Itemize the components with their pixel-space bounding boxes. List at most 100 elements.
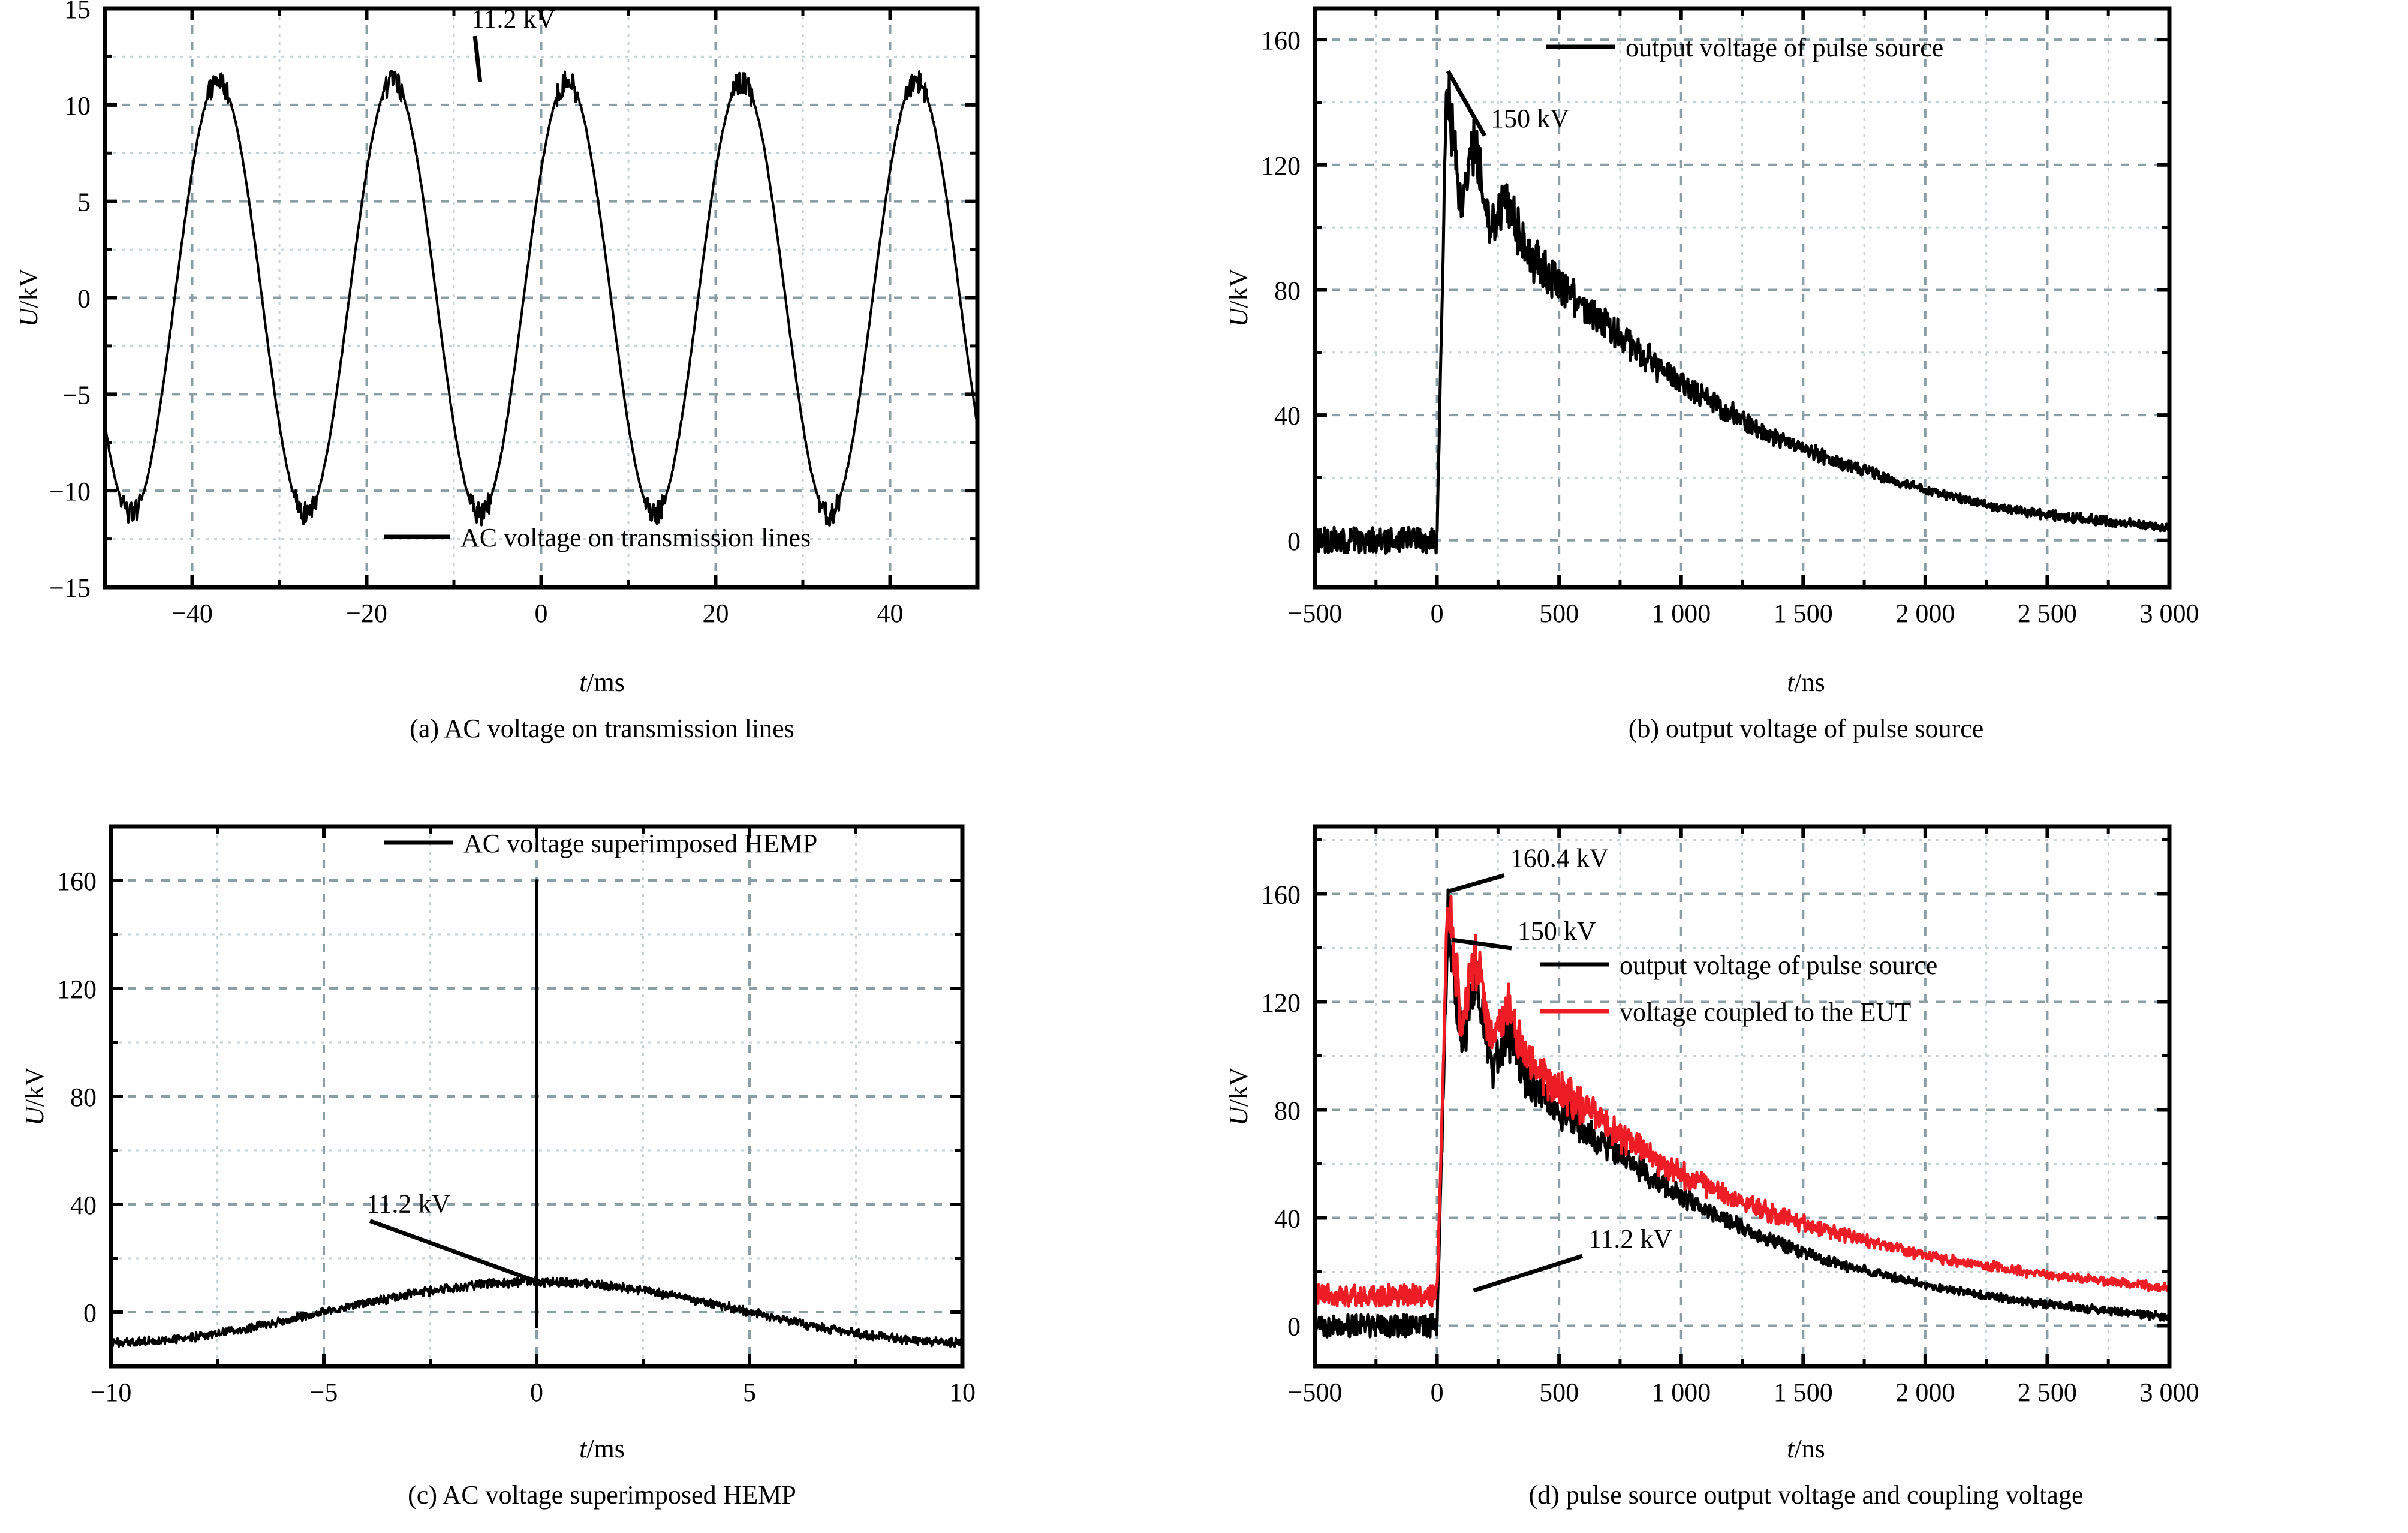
series-line-0 <box>1315 888 2169 1339</box>
panel-c-xaxis-symbol: t <box>579 1434 587 1463</box>
panel-a-caption: (a) AC voltage on transmission lines <box>410 714 794 743</box>
major-gridlines <box>105 8 977 587</box>
panel-d: −500 0 500 1 000 1 500 2 000 2 500 3 000 0 40 80 12… <box>1204 767 2408 1533</box>
panel-d-xaxis-title: t/ns <box>1204 1433 2408 1464</box>
annotation-leader <box>1448 873 1505 894</box>
axis-ticks: −10 −5 0 5 10 0 40 80 120 160 <box>57 826 976 1407</box>
y-tick-label: 0 <box>1287 527 1301 556</box>
y-tick-label: 80 <box>70 1083 97 1112</box>
y-axis-title: U/kV <box>1224 268 1253 327</box>
y-tick-label: 40 <box>1274 1204 1301 1234</box>
panel-a: −40 −20 0 20 40 −15 −10 −5 0 5 10 15 U/kV 11.2 kV AC v… <box>0 0 1204 767</box>
panel-a-plot: −40 −20 0 20 40 −15 −10 −5 0 5 10 15 U/kV 11.2 kV AC v… <box>14 0 980 628</box>
annotation-label: 11.2 kV <box>1588 1224 1672 1254</box>
x-tick-label: 0 <box>535 599 548 628</box>
y-axis-title: U/kV <box>14 268 43 327</box>
y-tick-label: 0 <box>83 1298 97 1328</box>
panel-a-xaxis-symbol: t <box>579 668 587 697</box>
legend: output voltage of pulse source voltage co… <box>1540 951 1937 1027</box>
x-tick-label: 5 <box>743 1378 756 1407</box>
panel-b-caption: (b) output voltage of pulse source <box>1628 714 1984 743</box>
minor-gridlines <box>1315 826 2169 1366</box>
annotations: 11.2 kV <box>471 4 555 82</box>
annotations: 160.4 kV 150 kV 11.2 kV <box>1448 844 1672 1293</box>
axis-ticks: −500 0 500 1 000 1 500 2 000 2 500 3 000 0 40 80 12… <box>1261 826 2199 1407</box>
series-line-0 <box>111 879 962 1348</box>
x-tick-label: 2 500 <box>2018 1378 2077 1407</box>
y-tick-label: 40 <box>1274 401 1301 431</box>
y-tick-label: 5 <box>77 188 91 217</box>
minor-gridlines <box>105 8 977 587</box>
x-tick-label: −20 <box>346 599 387 628</box>
y-tick-label: 80 <box>1274 1096 1301 1126</box>
y-tick-label: 0 <box>1287 1312 1301 1342</box>
panel-d-caption: (d) pulse source output voltage and coup… <box>1528 1480 2084 1510</box>
series-line-1 <box>1315 895 2169 1308</box>
series-group <box>111 879 962 1348</box>
annotation-label: 11.2 kV <box>471 4 555 34</box>
panel-c-xaxis-title: t/ms <box>0 1433 1204 1464</box>
annotation-label: 150 kV <box>1491 104 1569 133</box>
panel-c-caption: (c) AC voltage superimposed HEMP <box>408 1480 796 1510</box>
annotation-label: 150 kV <box>1518 916 1596 946</box>
legend-label: output voltage of pulse source <box>1620 951 1937 980</box>
panel-b-xaxis-unit: /ns <box>1794 668 1825 697</box>
x-tick-label: −500 <box>1288 1378 1343 1407</box>
x-tick-label: −40 <box>171 599 213 628</box>
x-tick-label: −10 <box>91 1378 132 1407</box>
panel-d-xaxis-symbol: t <box>1787 1434 1795 1463</box>
annotation-label: 11.2 kV <box>366 1189 450 1219</box>
x-tick-label: 500 <box>1539 1378 1579 1407</box>
series-group <box>1315 888 2169 1339</box>
y-tick-label: −10 <box>49 477 91 506</box>
y-tick-label: −5 <box>62 380 91 410</box>
panel-b-xaxis-title: t/ns <box>1204 667 2408 698</box>
x-tick-label: −500 <box>1288 599 1343 628</box>
y-tick-label: 10 <box>64 91 91 121</box>
x-tick-label: 1 500 <box>1774 1378 1833 1407</box>
x-tick-label: 0 <box>1431 1378 1444 1407</box>
legend-label: AC voltage on transmission lines <box>460 523 811 552</box>
x-tick-label: 0 <box>1431 599 1444 628</box>
panel-a-xaxis-unit: /ms <box>586 668 625 697</box>
annotations: 11.2 kV <box>366 1189 534 1282</box>
y-tick-label: 80 <box>1274 276 1301 305</box>
panel-c-xaxis-unit: /ms <box>586 1434 625 1463</box>
x-tick-label: 1 000 <box>1651 1378 1711 1407</box>
x-tick-label: 10 <box>949 1378 976 1407</box>
series-line-0 <box>105 70 977 527</box>
y-tick-label: 120 <box>1261 151 1301 181</box>
legend-label: AC voltage superimposed HEMP <box>463 829 817 858</box>
annotation-leader <box>1446 70 1487 137</box>
axis-ticks: −40 −20 0 20 40 −15 −10 −5 0 5 10 15 <box>49 0 977 628</box>
annotations: 150 kV <box>1446 70 1569 137</box>
legend-label: output voltage of pulse source <box>1626 33 1943 62</box>
panel-b-xaxis-symbol: t <box>1787 668 1795 697</box>
x-tick-label: 40 <box>877 599 904 628</box>
annotation-leader <box>1473 1254 1584 1293</box>
x-tick-label: 2 000 <box>1895 599 1955 628</box>
panel-c-plot: −10 −5 0 5 10 0 40 80 120 160 U/kV 11.2 kV AC voltag… <box>20 824 976 1407</box>
annotation-leader <box>472 35 483 82</box>
panel-d-xaxis-unit: /ns <box>1794 1434 1825 1463</box>
y-tick-label: 120 <box>57 975 97 1004</box>
x-tick-label: 20 <box>703 599 729 628</box>
y-tick-label: 15 <box>64 0 91 24</box>
y-axis-title: U/kV <box>20 1067 49 1126</box>
annotation-leader <box>369 1219 534 1282</box>
y-tick-label: 120 <box>1261 988 1301 1018</box>
y-tick-label: 160 <box>57 867 97 896</box>
x-tick-label: 3 000 <box>2140 599 2199 628</box>
y-tick-label: −15 <box>49 573 91 603</box>
annotation-label: 160.4 kV <box>1510 844 1609 873</box>
y-axis-title: U/kV <box>1224 1067 1253 1126</box>
panel-a-xaxis-title: t/ms <box>0 667 1204 698</box>
series-line-0 <box>1315 73 2169 555</box>
legend: output voltage of pulse source <box>1546 33 1943 62</box>
legend-label: voltage coupled to the EUT <box>1620 997 1911 1027</box>
y-tick-label: 160 <box>1261 880 1301 910</box>
panel-d-plot: −500 0 500 1 000 1 500 2 000 2 500 3 000 0 40 80 12… <box>1224 824 2199 1407</box>
panel-b-plot: −500 0 500 1 000 1 500 2 000 2 500 3 000 0 40 80 12… <box>1224 6 2199 628</box>
series-group <box>105 70 977 527</box>
